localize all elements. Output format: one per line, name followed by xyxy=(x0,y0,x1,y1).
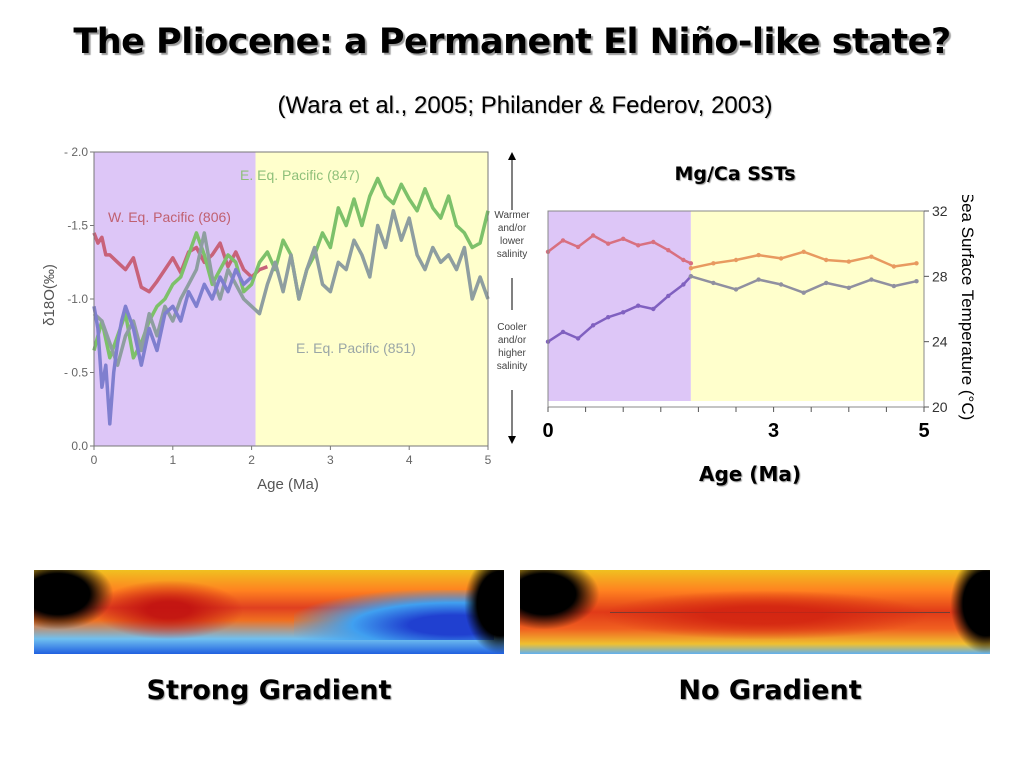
d18o-y-axis-label: δ18O(‰) xyxy=(41,264,58,326)
mgca-data-point xyxy=(914,261,919,266)
mgca-data-point xyxy=(688,266,694,271)
d18o-y-tick-label: - 2.0 xyxy=(64,145,88,159)
d18o-x-tick-label: 1 xyxy=(169,453,176,467)
d18o-shaded-region xyxy=(94,152,256,446)
mgca-data-point xyxy=(681,257,686,263)
mgca-data-point xyxy=(621,236,626,241)
mgca-data-point xyxy=(801,249,806,254)
mgca-data-point xyxy=(756,277,761,282)
annotation-cooler-text: and/or xyxy=(498,335,527,346)
mgca-shaded-region xyxy=(690,211,924,401)
mgca-data-point xyxy=(824,257,829,263)
mgca-data-point xyxy=(778,282,784,287)
mgca-data-point xyxy=(681,282,686,287)
sst-map-strong-gradient xyxy=(34,570,504,654)
annotation-cooler-text: salinity xyxy=(497,361,528,372)
d18o-chart: - 2.0 -1.5 -1.0 - 0.5 0.00 1 2 3 4 5 δ18O(‰) Age … xyxy=(41,145,492,493)
d18o-x-tick-label: 5 xyxy=(485,453,492,467)
mgca-x-axis-label: Age (Ma) xyxy=(698,462,801,486)
mgca-data-point xyxy=(606,315,611,320)
mgca-y-tick-label: 28 xyxy=(932,268,948,284)
d18o-y-tick-label: 0.0 xyxy=(71,439,88,453)
mgca-data-point xyxy=(891,283,897,289)
series-label-e-eq-pacific-847: E. Eq. Pacific (847) xyxy=(240,167,360,183)
sst-map-no-gradient xyxy=(520,570,990,654)
mgca-data-point xyxy=(636,243,641,248)
mgca-data-point xyxy=(575,336,581,341)
caption-strong-gradient: Strong Gradient xyxy=(146,675,392,706)
mgca-chart-title: Mg/Ca SSTs xyxy=(674,163,796,185)
salinity-annotation: Warmer and/or lower salinity Cooler and/or hig… xyxy=(494,152,530,444)
slide-title: The Pliocene: a Permanent El Niño-like s… xyxy=(73,22,951,62)
mgca-x-tick-label: 0 xyxy=(542,420,553,442)
mgca-x-tick-label: 3 xyxy=(768,420,779,442)
mgca-data-point xyxy=(711,261,716,266)
mgca-data-point xyxy=(590,233,596,238)
d18o-series-line-0 xyxy=(92,232,269,294)
mgca-data-point xyxy=(651,239,656,245)
land-mass-asia xyxy=(520,570,600,630)
mgca-data-point xyxy=(846,285,851,290)
d18o-y-tick-label: -1.5 xyxy=(67,219,88,233)
d18o-x-tick-label: 2 xyxy=(248,453,255,467)
mgca-data-point xyxy=(914,279,919,284)
mgca-data-point xyxy=(636,303,641,308)
land-mass-america xyxy=(950,570,990,654)
mgca-y-tick-label: 24 xyxy=(932,334,948,350)
land-mass-america xyxy=(464,570,504,654)
slide-subtitle: (Wara et al., 2005; Philander & Federov,… xyxy=(277,92,773,119)
cold-tongue xyxy=(294,590,494,640)
d18o-x-tick-label: 4 xyxy=(406,453,413,467)
d18o-series-line-3 xyxy=(92,267,253,426)
mgca-data-point xyxy=(733,257,739,263)
mgca-data-point xyxy=(733,287,739,292)
mgca-data-point xyxy=(891,264,897,269)
up-arrowhead-icon xyxy=(508,152,516,160)
mgca-data-point xyxy=(688,274,694,279)
annotation-cooler-text: Cooler xyxy=(497,322,527,333)
mgca-data-point xyxy=(846,259,851,264)
mgca-data-point xyxy=(824,280,829,286)
d18o-y-tick-label: -1.0 xyxy=(67,292,88,306)
d18o-x-axis-label: Age (Ma) xyxy=(257,476,319,493)
mgca-data-point xyxy=(621,310,626,315)
mgca-data-point xyxy=(688,261,694,266)
annotation-cooler-text: higher xyxy=(498,348,526,359)
annotation-warmer-text: salinity xyxy=(497,249,528,260)
annotation-warmer-text: lower xyxy=(500,236,525,247)
annotation-warmer-text: Warmer xyxy=(494,210,530,221)
mgca-x-tick-label: 5 xyxy=(918,420,929,442)
series-label-w-eq-pacific-806: W. Eq. Pacific (806) xyxy=(108,209,231,225)
down-arrowhead-icon xyxy=(508,436,516,444)
mgca-data-point xyxy=(575,244,581,250)
mgca-chart: 32 28 24 20 0 3 5 Sea Surface Temperature (°C) xyxy=(542,195,977,442)
mgca-data-point xyxy=(869,254,874,259)
d18o-x-tick-label: 3 xyxy=(327,453,334,467)
caption-no-gradient: No Gradient xyxy=(678,675,862,706)
series-label-e-eq-pacific-851: E. Eq. Pacific (851) xyxy=(296,340,416,356)
mgca-data-point xyxy=(666,248,671,253)
d18o-y-tick-label: - 0.5 xyxy=(64,366,88,380)
mgca-data-point xyxy=(801,290,806,295)
mgca-y-tick-label: 20 xyxy=(932,399,948,415)
mgca-data-point xyxy=(560,238,566,243)
mgca-data-point xyxy=(590,323,596,328)
mgca-shaded-region xyxy=(548,211,691,401)
warm-band xyxy=(600,590,930,640)
mgca-data-point xyxy=(560,329,566,335)
mgca-y-axis-label: Sea Surface Temperature (°C) xyxy=(958,195,977,420)
d18o-shaded-region xyxy=(255,152,488,446)
mgca-data-point xyxy=(869,277,874,282)
d18o-x-tick-label: 0 xyxy=(91,453,98,467)
warm-pool xyxy=(94,580,244,640)
mgca-y-tick-label: 32 xyxy=(932,203,948,219)
mgca-data-point xyxy=(666,293,671,299)
annotation-warmer-text: and/or xyxy=(498,223,527,234)
d18o-series-line-2 xyxy=(92,209,490,367)
mgca-data-point xyxy=(651,306,656,312)
mgca-data-point xyxy=(711,280,716,286)
mgca-data-point xyxy=(606,241,611,246)
mgca-data-point xyxy=(756,252,761,258)
mgca-data-point xyxy=(778,256,784,261)
